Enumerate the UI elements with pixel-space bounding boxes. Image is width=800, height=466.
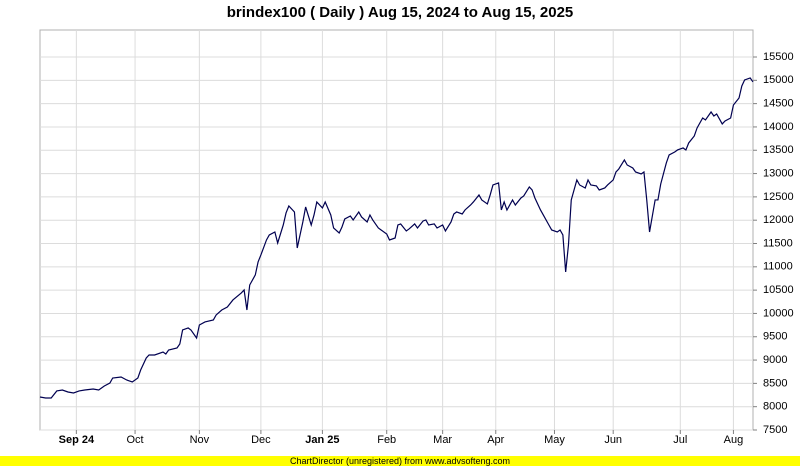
y-tick-label: 10000 <box>763 307 794 319</box>
series-line <box>39 77 754 399</box>
x-tick-label: Apr <box>487 434 504 446</box>
footer-band <box>0 456 800 466</box>
y-tick-label: 12500 <box>763 191 794 203</box>
y-tick-label: 15000 <box>763 74 794 86</box>
y-tick-label: 9500 <box>763 331 787 343</box>
y-tick-label: 7500 <box>763 424 787 436</box>
y-tick-label: 11500 <box>763 237 793 249</box>
x-tick-label: Dec <box>251 434 271 446</box>
y-tick-label: 9000 <box>763 354 787 366</box>
y-tick-label: 13000 <box>763 167 794 179</box>
y-tick-label: 15500 <box>763 51 794 63</box>
footer: ChartDirector (unregistered) from www.ad… <box>290 456 510 466</box>
y-tick-label: 8500 <box>763 377 787 389</box>
x-tick-label: Feb <box>377 434 396 446</box>
x-tick-label: Nov <box>190 434 210 446</box>
x-tick-label: Oct <box>127 434 144 446</box>
y-tick-label: 11000 <box>763 261 793 273</box>
chart-title: brindex100 ( Daily ) Aug 15, 2024 to Aug… <box>227 4 574 21</box>
y-tick-label: 14500 <box>763 98 794 110</box>
y-tick-label: 12000 <box>763 214 794 226</box>
y-tick-label: 13500 <box>763 144 794 156</box>
x-tick-label: Jun <box>604 434 622 446</box>
x-tick-label: Sep 24 <box>59 434 95 446</box>
y-tick-label: 14000 <box>763 121 794 133</box>
x-tick-label: May <box>544 434 565 446</box>
x-tick-label: Aug <box>724 434 744 446</box>
x-tick-label: Jan 25 <box>305 434 339 446</box>
x-tick-label: Jul <box>673 434 687 446</box>
y-tick-label: 10500 <box>763 284 794 296</box>
x-tick-label: Mar <box>433 434 452 446</box>
y-tick-label: 8000 <box>763 401 787 413</box>
